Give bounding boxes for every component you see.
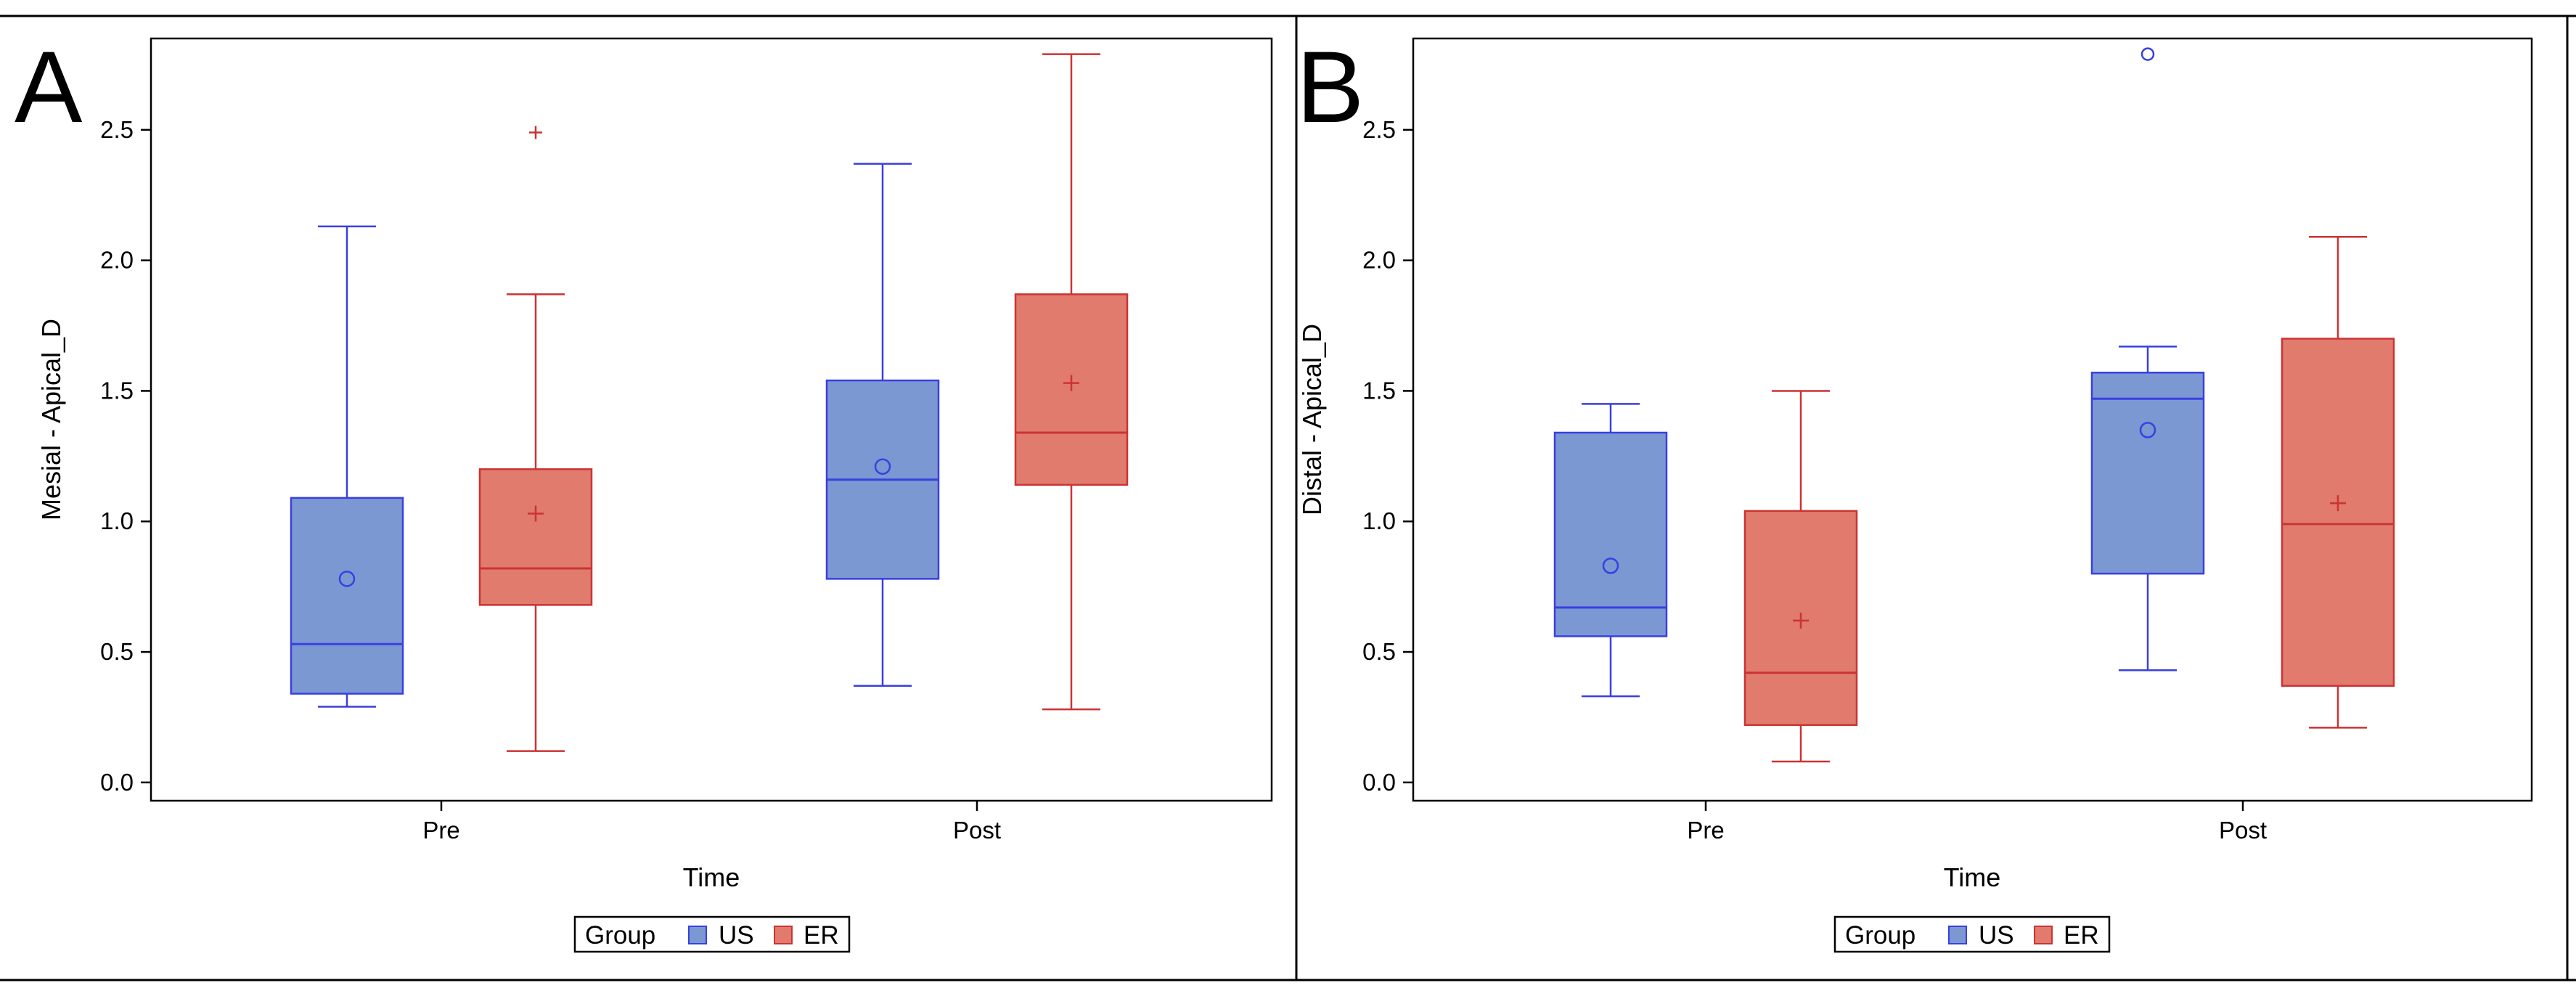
panel-b-marks: 0.0 0.5 1.0 1.5 2.0 2.5 Pre Post [1362, 47, 2395, 844]
y-tick-label: 1.5 [100, 377, 134, 404]
legend-label-us: US [719, 921, 754, 950]
panel-b: B Time Distal - Apical_D Group US ER 0.0… [1296, 30, 2533, 953]
x-tick-label: Pre [422, 817, 459, 844]
mean-marker-us [1602, 558, 1619, 574]
legend-label-er: ER [804, 921, 839, 950]
panel-b-label: B [1296, 30, 1364, 144]
panel-a-label: A [15, 30, 83, 144]
y-tick-label: 2.5 [100, 116, 134, 143]
mean-marker-er [2330, 495, 2346, 512]
legend-label-er: ER [2064, 921, 2099, 950]
legend-frame [573, 915, 851, 953]
y-tick-label: 1.0 [100, 507, 134, 534]
outlier-point-us [2140, 47, 2155, 61]
panel-b-plot-area [1412, 37, 2533, 802]
legend-label-us: US [1979, 921, 2014, 950]
legend-swatch-us [1948, 926, 1967, 944]
panel-b-y-axis-label: Distal - Apical_D [1297, 324, 1327, 515]
mean-marker-er [528, 505, 544, 522]
mean-marker-er [1793, 612, 1809, 629]
box-er [478, 468, 593, 606]
y-tick-label: 0.5 [1362, 638, 1396, 665]
panel-b-x-axis-label: Time [1944, 862, 2001, 892]
box-us [2090, 372, 2205, 575]
y-tick-label: 1.0 [1362, 507, 1396, 534]
mean-marker-us [338, 571, 356, 587]
y-tick-label: 2.0 [100, 247, 134, 274]
y-tick-label: 2.0 [1362, 247, 1396, 274]
legend-frame [1833, 915, 2111, 953]
y-tick-label: 0.0 [1362, 769, 1396, 796]
panel-a-y-axis-label: Mesial - Apical_D [36, 319, 66, 521]
legend-title: Group [1845, 921, 1915, 950]
panel-a-plot-area [150, 37, 1273, 802]
panel-a: A Time Mesial - Apical_D Group US ER 0.0… [15, 30, 1273, 953]
panel-b-legend: Group US ER [1833, 915, 2111, 953]
x-tick-label: Pre [1687, 817, 1724, 844]
box-us [1553, 431, 1668, 637]
y-tick-label: 1.5 [1362, 377, 1396, 404]
y-tick-label: 0.0 [100, 769, 134, 796]
box-er [2281, 338, 2395, 687]
mean-marker-us [874, 458, 891, 475]
legend-swatch-er [774, 926, 793, 944]
panel-a-marks: 0.0 0.5 1.0 1.5 2.0 2.5 Pre Post [100, 53, 1129, 844]
panel-a-legend: Group US ER [573, 915, 851, 953]
legend-swatch-er [2034, 926, 2053, 944]
legend-title: Group [585, 921, 655, 950]
x-tick-label: Post [953, 817, 1001, 844]
y-tick-label: 0.5 [100, 638, 134, 665]
mean-marker-us [2139, 422, 2156, 438]
x-tick-label: Post [2219, 817, 2267, 844]
panel-a-x-axis-label: Time [683, 862, 740, 892]
box-us [290, 497, 404, 695]
legend-swatch-us [688, 926, 707, 944]
outlier-point-er [529, 126, 542, 139]
mean-marker-er [1063, 375, 1079, 391]
y-tick-label: 2.5 [1362, 116, 1396, 143]
